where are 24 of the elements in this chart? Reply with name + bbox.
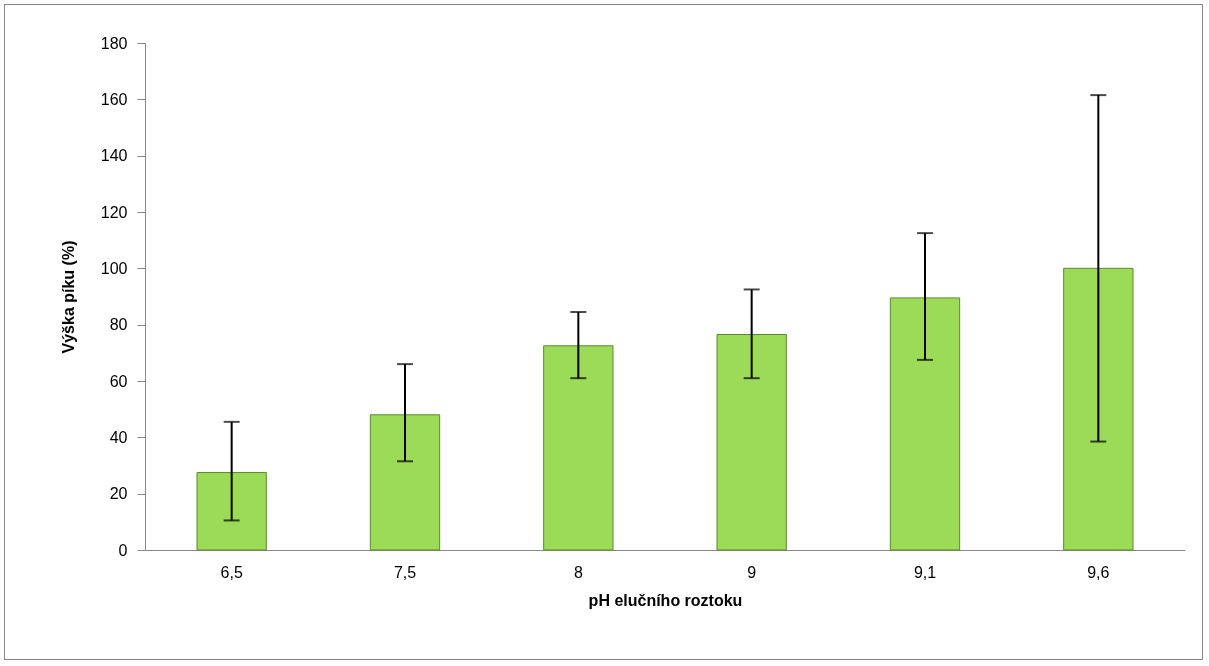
- y-tick-label: 0: [118, 541, 128, 559]
- bar: [1063, 267, 1134, 551]
- x-tick-label: 9,1: [913, 563, 937, 581]
- y-tick-label: 100: [100, 259, 128, 277]
- y-tick-label: 120: [100, 203, 128, 221]
- y-axis-title: Výška píku (%): [59, 240, 77, 354]
- x-tick-label: 6,5: [220, 563, 243, 581]
- x-tick-label: 9: [747, 563, 757, 581]
- y-tick-label: 40: [109, 428, 128, 446]
- bar: [716, 334, 787, 551]
- y-tick-label: 160: [100, 90, 128, 108]
- bar: [196, 472, 267, 551]
- bar: [369, 414, 441, 551]
- x-tick-label: 8: [573, 563, 583, 581]
- y-tick-label: 140: [100, 147, 128, 165]
- y-tick-label: 180: [100, 34, 128, 52]
- bar: [889, 297, 961, 551]
- x-axis-title: pH elučního roztoku: [588, 591, 743, 609]
- bar: [543, 345, 614, 551]
- y-tick-label: 80: [109, 316, 128, 334]
- x-tick-label: 9,6: [1087, 563, 1110, 581]
- y-tick-label: 60: [109, 372, 128, 390]
- y-tick-label: 20: [109, 485, 128, 503]
- x-tick-label: 7,5: [393, 563, 417, 581]
